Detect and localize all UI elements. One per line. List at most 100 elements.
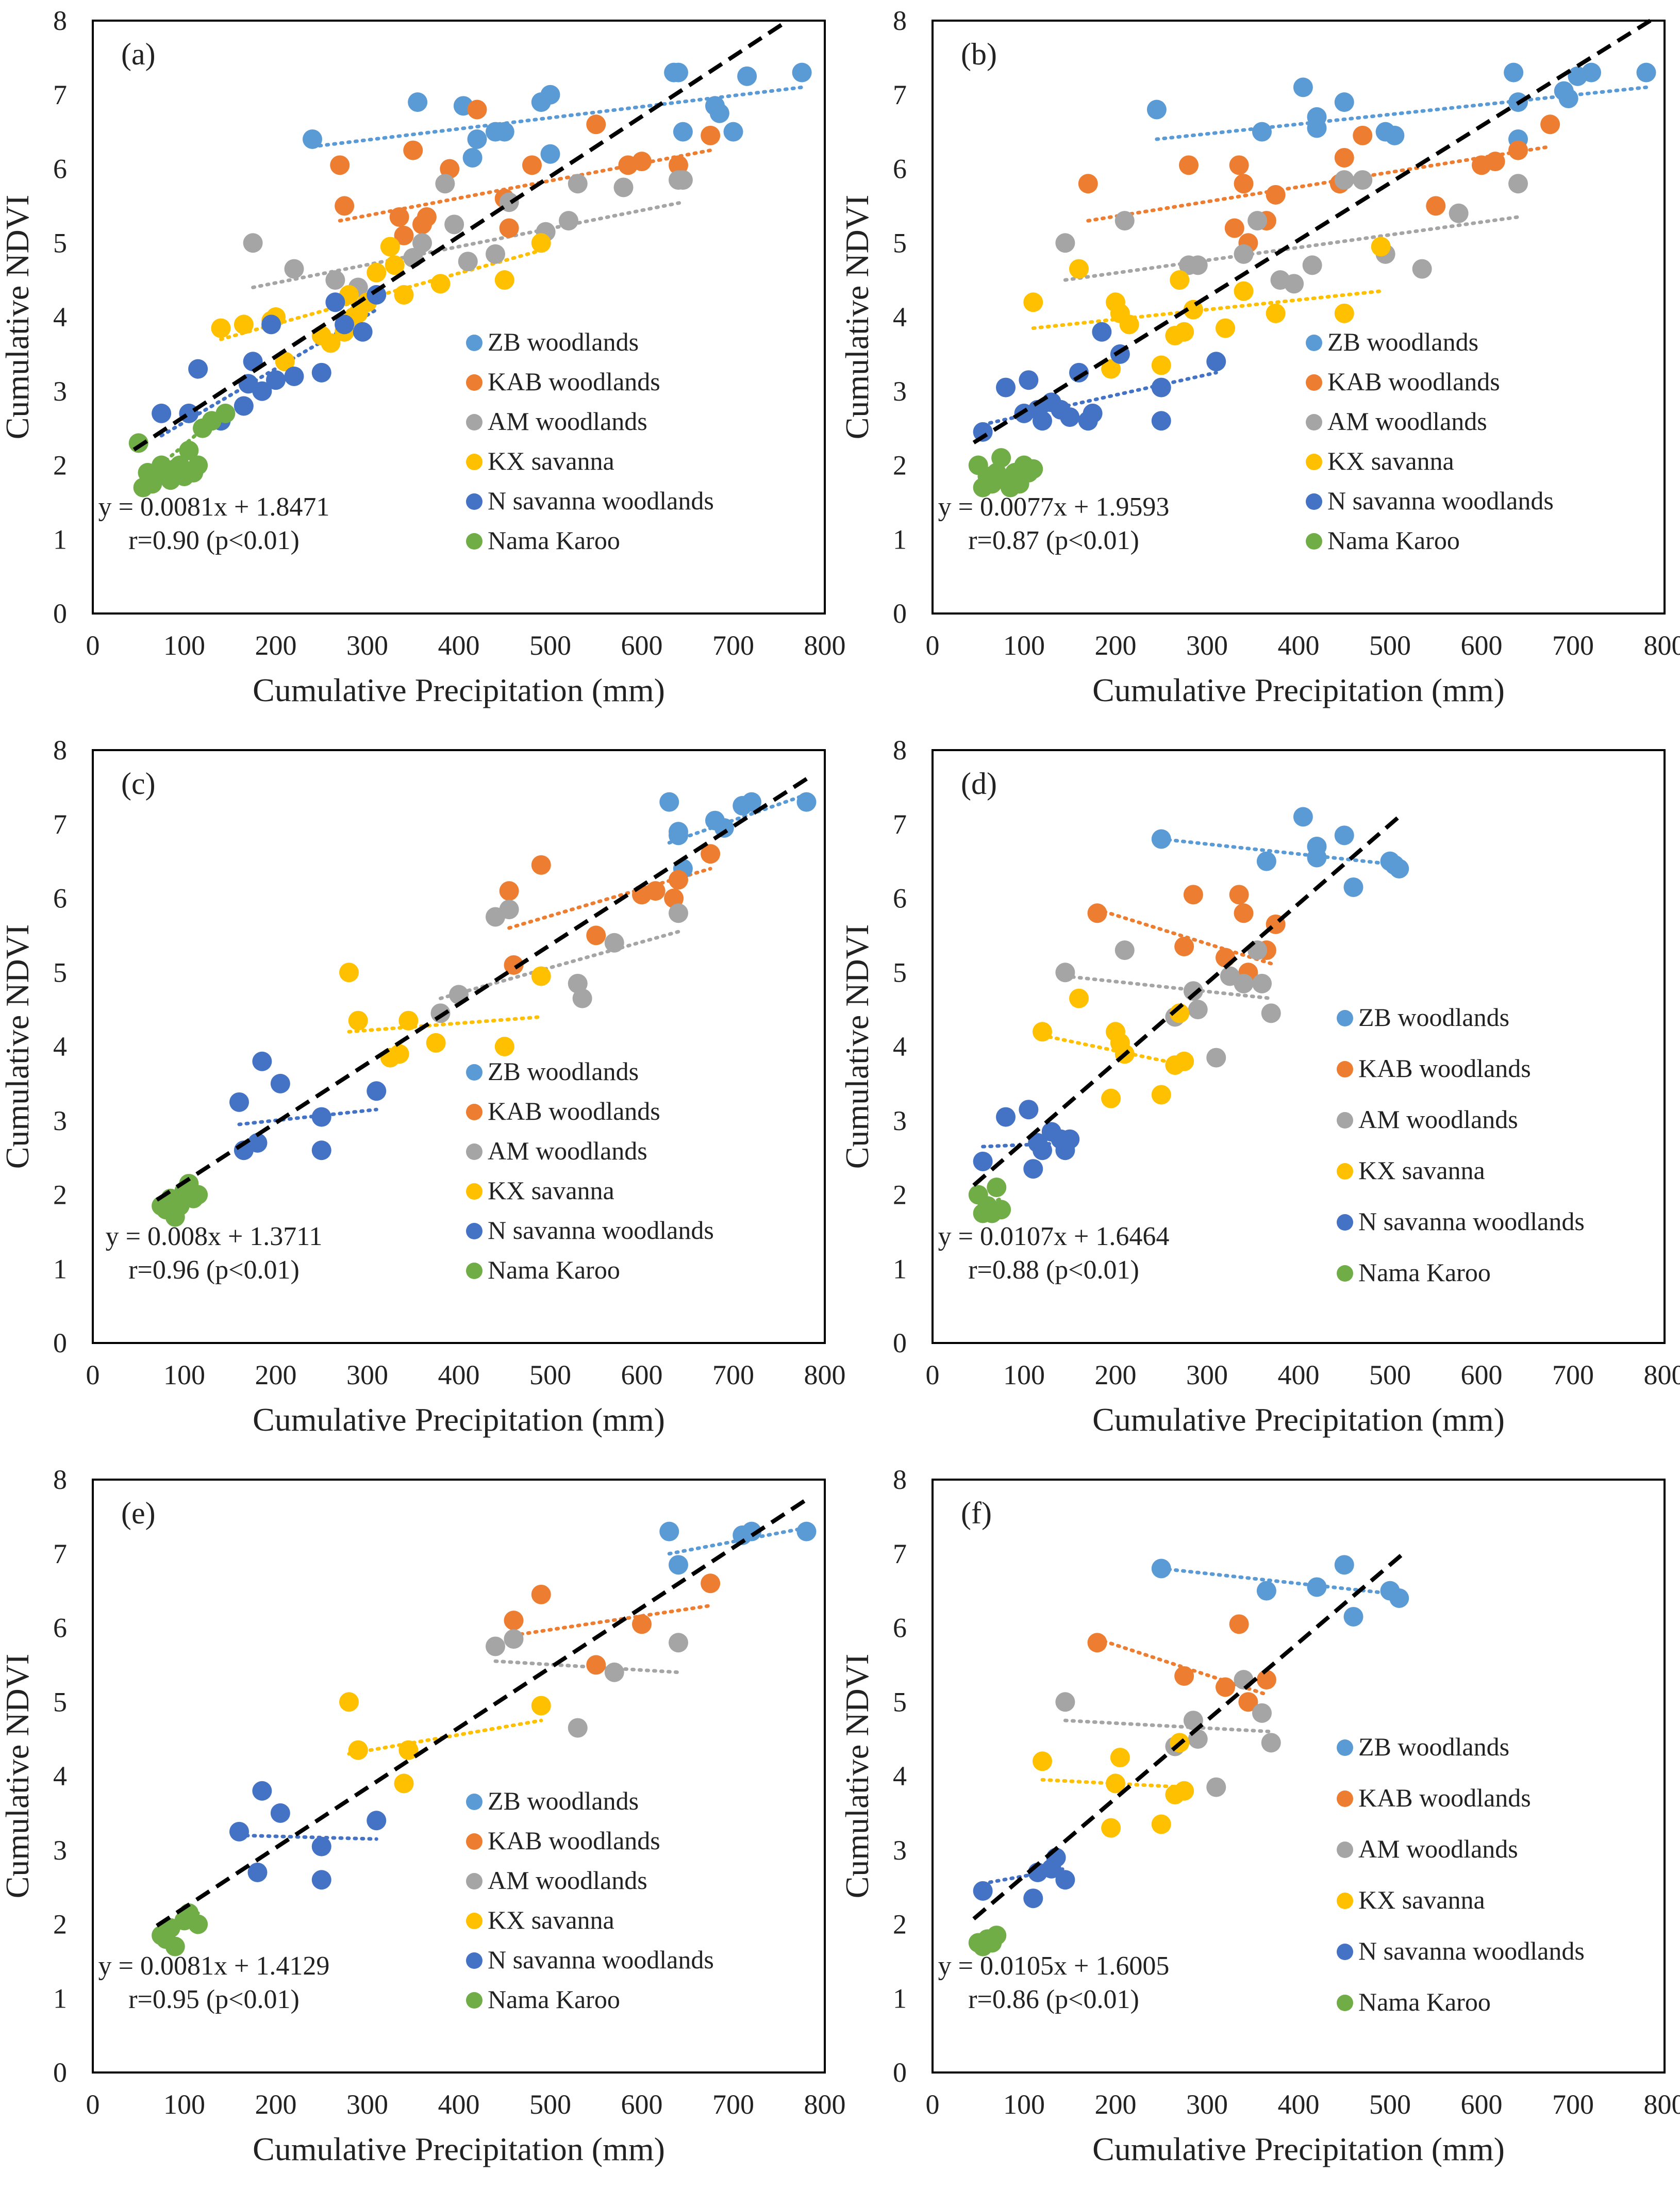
y-tick-label: 2 [53, 1909, 67, 1940]
legend-marker [1337, 1214, 1353, 1231]
y-tick-label: 5 [893, 1686, 907, 1717]
legend-label: AM woodlands [1358, 1834, 1518, 1863]
trend-n-savanna-woodlands [237, 1107, 378, 1126]
y-tick-label: 7 [893, 79, 907, 110]
x-tick-label: 300 [346, 630, 388, 661]
y-tick-label: 3 [53, 1105, 67, 1136]
point-kab-woodlands [1087, 903, 1107, 923]
y-tick-label: 6 [53, 883, 67, 914]
point-nama-karoo [991, 448, 1011, 468]
legend-label: ZB woodlands [1327, 327, 1478, 356]
point-kx-savanna [1266, 303, 1286, 323]
regression-equation: y = 0.008x + 1.3711 [106, 1222, 323, 1251]
legend-label: KAB woodlands [1327, 367, 1500, 396]
trend-am-woodlands [493, 1659, 680, 1674]
trend-am-woodlands [251, 200, 685, 289]
x-axis-title: Cumulative Precipitation (mm) [253, 672, 665, 708]
point-kab-woodlands [403, 140, 423, 160]
y-tick-label: 4 [53, 1761, 67, 1792]
legend-marker [1306, 335, 1322, 351]
point-zb-woodlands [1636, 62, 1656, 82]
legend-marker [466, 1104, 483, 1120]
point-kab-woodlands [701, 1573, 721, 1594]
y-tick-label: 0 [893, 1328, 907, 1358]
x-tick-label: 600 [1461, 630, 1503, 661]
point-kab-woodlands [1238, 1692, 1258, 1712]
point-zb-woodlands [1334, 1555, 1354, 1575]
legend-marker [466, 1873, 483, 1889]
point-zb-woodlands [1151, 1558, 1171, 1579]
point-am-woodlands [504, 1629, 524, 1649]
point-n-savanna-woodlands [1151, 411, 1171, 431]
y-tick-label: 4 [53, 1031, 67, 1062]
point-nama-karoo [991, 1200, 1011, 1220]
legend-marker [466, 493, 483, 510]
point-zb-woodlands [1307, 1577, 1327, 1597]
point-kx-savanna [1170, 1003, 1190, 1023]
regression-line [972, 19, 1652, 444]
x-tick-label: 400 [438, 630, 480, 661]
point-zb-woodlands [673, 122, 693, 142]
point-kx-savanna [1110, 1748, 1130, 1768]
x-tick-label: 0 [86, 630, 100, 661]
y-tick-label: 5 [53, 227, 67, 258]
point-zb-woodlands [1293, 807, 1313, 827]
y-tick-label: 6 [53, 154, 67, 185]
point-zb-woodlands [659, 1521, 679, 1541]
point-nama-karoo [188, 455, 208, 475]
point-am-woodlands [1115, 940, 1135, 960]
point-n-savanna-woodlands [188, 359, 208, 379]
x-tick-label: 500 [1369, 2089, 1411, 2120]
point-nama-karoo [987, 1926, 1007, 1946]
point-am-woodlands [1412, 259, 1432, 279]
x-tick-label: 800 [1644, 630, 1680, 661]
x-tick-label: 500 [529, 2089, 571, 2120]
point-kx-savanna [1033, 1022, 1052, 1042]
x-tick-label: 800 [804, 1359, 846, 1390]
point-kab-woodlands [586, 114, 606, 135]
point-kab-woodlands [504, 1611, 524, 1631]
point-kx-savanna [1069, 259, 1089, 279]
x-tick-label: 200 [1095, 2089, 1137, 2120]
legend-marker [466, 414, 483, 430]
point-kab-woodlands [1334, 147, 1354, 168]
legend-marker [1337, 1061, 1353, 1077]
x-tick-label: 300 [1186, 630, 1228, 661]
point-zb-woodlands [669, 822, 688, 842]
point-zb-woodlands [1256, 851, 1276, 871]
point-am-woodlands [1055, 233, 1075, 253]
y-tick-label: 5 [53, 957, 67, 988]
x-tick-label: 400 [1278, 2089, 1320, 2120]
point-am-woodlands [1284, 274, 1304, 294]
x-tick-label: 600 [1461, 2089, 1503, 2120]
correlation-text: r=0.95 (p<0.01) [128, 1985, 300, 2014]
point-zb-woodlands [1389, 1588, 1409, 1608]
point-zb-woodlands [1146, 100, 1167, 120]
y-tick-label: 7 [53, 79, 67, 110]
point-kab-woodlands [645, 881, 666, 901]
legend-marker [1306, 454, 1322, 470]
legend-marker [1337, 1163, 1353, 1180]
legend-marker [1337, 1893, 1353, 1909]
point-n-savanna-woodlands [367, 1811, 387, 1831]
y-tick-label: 8 [53, 5, 67, 36]
point-n-savanna-woodlands [1019, 370, 1039, 390]
point-kx-savanna [494, 1037, 514, 1056]
point-n-savanna-woodlands [1033, 411, 1052, 431]
trend-n-savanna-woodlands [981, 1867, 1067, 1885]
correlation-text: r=0.88 (p<0.01) [968, 1255, 1139, 1285]
point-am-woodlands [412, 233, 432, 253]
point-n-savanna-woodlands [1206, 352, 1226, 372]
point-kx-savanna [531, 233, 551, 253]
point-kab-woodlands [1216, 948, 1235, 968]
point-zb-woodlands [462, 147, 483, 168]
legend-marker [1306, 493, 1322, 510]
legend-marker [1337, 1265, 1353, 1282]
point-kab-woodlands [1540, 114, 1560, 135]
y-tick-label: 6 [893, 883, 907, 914]
legend-label: KAB woodlands [488, 367, 660, 396]
plot-frame [932, 749, 1666, 1344]
point-am-woodlands [1252, 973, 1272, 993]
regression-equation: y = 0.0077x + 1.9593 [938, 492, 1170, 522]
point-n-savanna-woodlands [284, 367, 304, 386]
